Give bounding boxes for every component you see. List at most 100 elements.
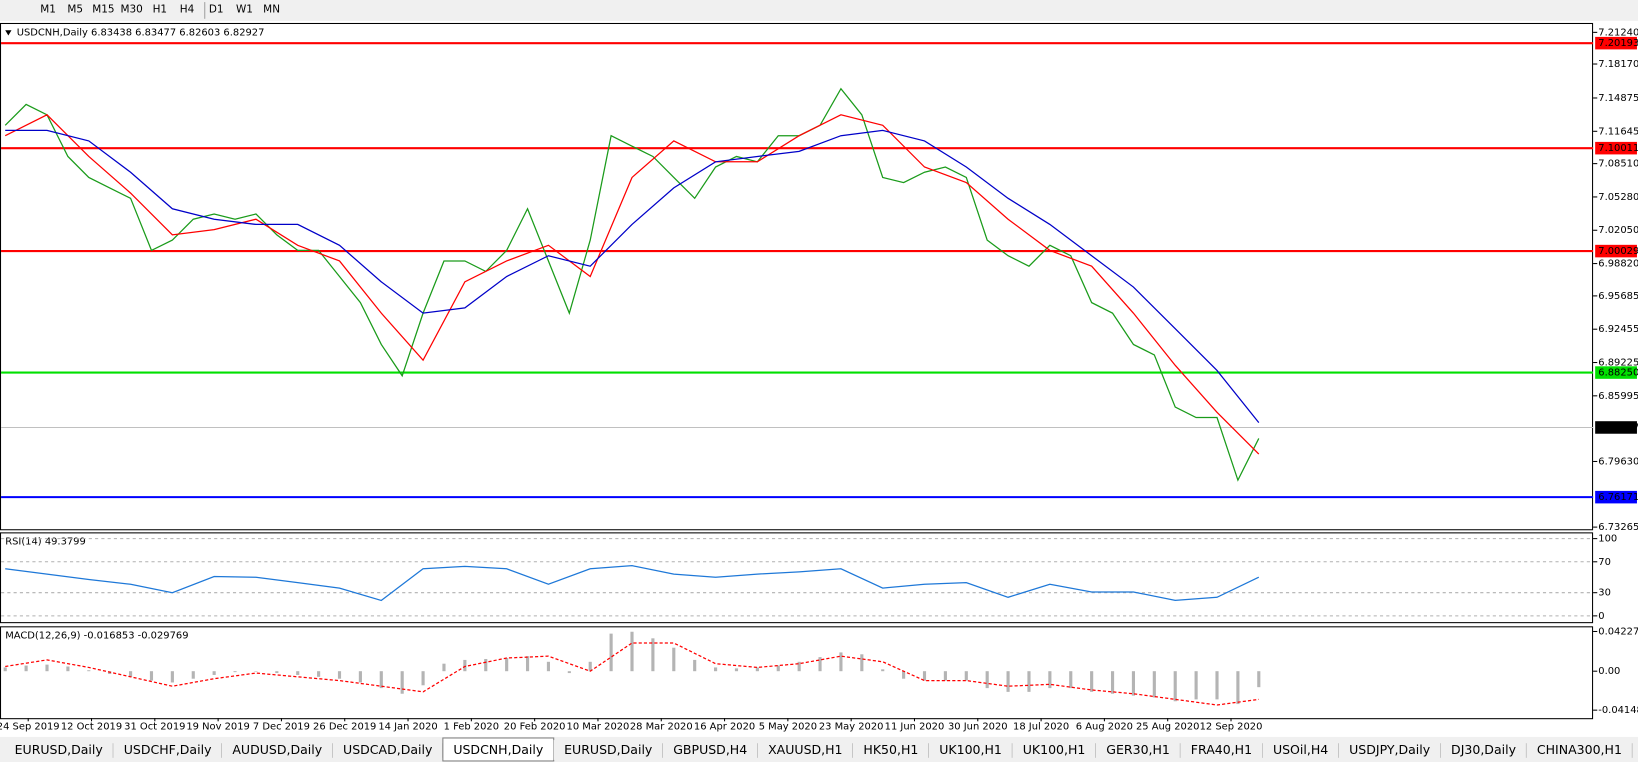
tab-label[interactable]: UK100,H1: [1023, 742, 1086, 757]
histogram-bar: [505, 658, 509, 672]
tab-label[interactable]: USDCNH,Daily: [453, 742, 544, 757]
histogram-bar: [1215, 671, 1219, 700]
histogram-bar: [87, 670, 91, 672]
histogram-bar: [275, 671, 279, 674]
tab[interactable]: [1180, 740, 1263, 760]
timeframe-button[interactable]: M1: [40, 3, 56, 15]
histogram-bar: [839, 652, 843, 672]
tab[interactable]: [113, 740, 222, 760]
y-tick-label: 6.73265: [1598, 522, 1638, 533]
tab[interactable]: [1632, 740, 1638, 760]
tab-label[interactable]: EURUSD,Daily: [564, 742, 653, 757]
histogram-bar: [1048, 671, 1052, 689]
tab-label[interactable]: EURUSD,Daily: [15, 742, 104, 757]
tab[interactable]: [1526, 740, 1633, 760]
histogram-bar: [254, 671, 258, 672]
y-tick-label: 7.05280: [1598, 192, 1638, 203]
collapse-arrow[interactable]: [5, 30, 12, 36]
tab[interactable]: [332, 740, 443, 760]
tab-label[interactable]: UK100,H1: [939, 742, 1002, 757]
histogram-bar: [776, 665, 780, 672]
level-label-box: [1595, 244, 1637, 258]
y-tick-label: 7.21240: [1598, 27, 1638, 38]
histogram-bar: [66, 666, 70, 672]
timeframe-button[interactable]: MN: [263, 3, 280, 15]
level-label: 7.10011: [1598, 143, 1638, 154]
y-tick-label: 6.98820: [1598, 259, 1638, 270]
x-tick-label: 23 May 2020: [819, 722, 884, 733]
tab-label[interactable]: USOil,H4: [1273, 742, 1328, 757]
x-tick-label: 20 Feb 2020: [504, 722, 566, 733]
timeframe-button[interactable]: H1: [153, 3, 168, 15]
timeframe-button[interactable]: H4: [180, 3, 195, 15]
tab[interactable]: [757, 740, 853, 760]
histogram-bar: [358, 671, 362, 683]
tab-label[interactable]: USDJPY,Daily: [1349, 742, 1431, 757]
y-tick-label: 0: [1598, 611, 1604, 622]
histogram-bar: [421, 671, 425, 686]
histogram-bar: [964, 671, 968, 681]
x-tick-label: 10 Mar 2020: [567, 722, 630, 733]
histogram-bar: [818, 657, 822, 672]
tab[interactable]: [221, 740, 333, 760]
level-label-box: [1595, 366, 1637, 379]
tab[interactable]: [4, 740, 114, 760]
timeframe-button[interactable]: W1: [236, 3, 253, 15]
histogram-bar: [296, 671, 300, 675]
tab-label[interactable]: USDCAD,Daily: [343, 742, 433, 757]
histogram-bar: [609, 633, 613, 672]
timeframe-button[interactable]: M5: [67, 3, 83, 15]
x-tick-label: 5 May 2020: [759, 722, 817, 733]
histogram-bar: [1110, 671, 1115, 694]
level-label: 7.00029: [1598, 246, 1638, 257]
y-tick-label: 7.11645: [1598, 126, 1638, 137]
histogram-bar: [24, 665, 28, 672]
x-tick-label: 28 Mar 2020: [630, 722, 693, 733]
x-tick-label: 26 Dec 2019: [313, 722, 376, 733]
tab-label[interactable]: USDCHF,Daily: [124, 742, 212, 757]
histogram-bar: [191, 671, 195, 679]
histogram-bar: [630, 631, 634, 672]
histogram-bar: [525, 656, 530, 672]
tab-label[interactable]: CHINA300,H1: [1537, 742, 1622, 757]
x-tick-label: 30 Jun 2020: [948, 722, 1008, 733]
timeframe-button[interactable]: D1: [209, 3, 224, 15]
tab-label[interactable]: GER30,H1: [1106, 742, 1170, 757]
tab-label[interactable]: FRA40,H1: [1191, 742, 1252, 757]
y-tick-label: 7.08510: [1598, 159, 1638, 170]
tab[interactable]: [852, 740, 929, 760]
tab[interactable]: [553, 740, 663, 760]
tab[interactable]: [1012, 740, 1096, 760]
histogram-bar: [379, 671, 383, 689]
histogram-bar: [651, 638, 655, 672]
toolbar: [0, 0, 1638, 21]
tab-label[interactable]: GBPUSD,H4: [673, 742, 747, 757]
histogram-bar: [1090, 671, 1094, 692]
tab-label[interactable]: AUDUSD,Daily: [232, 742, 322, 757]
histogram-bar: [484, 658, 488, 672]
series-line: [5, 129, 1260, 424]
panel-frame: [0, 22, 1594, 531]
histogram-bar: [170, 671, 174, 683]
tab[interactable]: [662, 740, 758, 760]
level-label: 6.82927: [1598, 422, 1638, 433]
timeframe-button[interactable]: M15: [92, 3, 114, 15]
tab[interactable]: [928, 740, 1013, 760]
tab[interactable]: [1338, 740, 1441, 760]
panel-frame: [0, 532, 1594, 624]
timeframe-button[interactable]: M30: [120, 3, 142, 15]
tab[interactable]: [1262, 740, 1339, 760]
panel-title: RSI(14) 49.3799: [5, 537, 86, 548]
histogram-bar: [693, 659, 697, 672]
histogram-bar: [129, 671, 133, 677]
histogram-bar: [400, 671, 404, 694]
histogram-bar: [1236, 671, 1240, 705]
tab-label[interactable]: DJ30,Daily: [1451, 742, 1517, 757]
tab-label[interactable]: HK50,H1: [863, 742, 918, 757]
tab[interactable]: [1095, 740, 1181, 760]
tab-label[interactable]: XAUUSD,H1: [768, 742, 842, 757]
tab[interactable]: [1440, 740, 1527, 760]
histogram-bar: [317, 671, 321, 677]
